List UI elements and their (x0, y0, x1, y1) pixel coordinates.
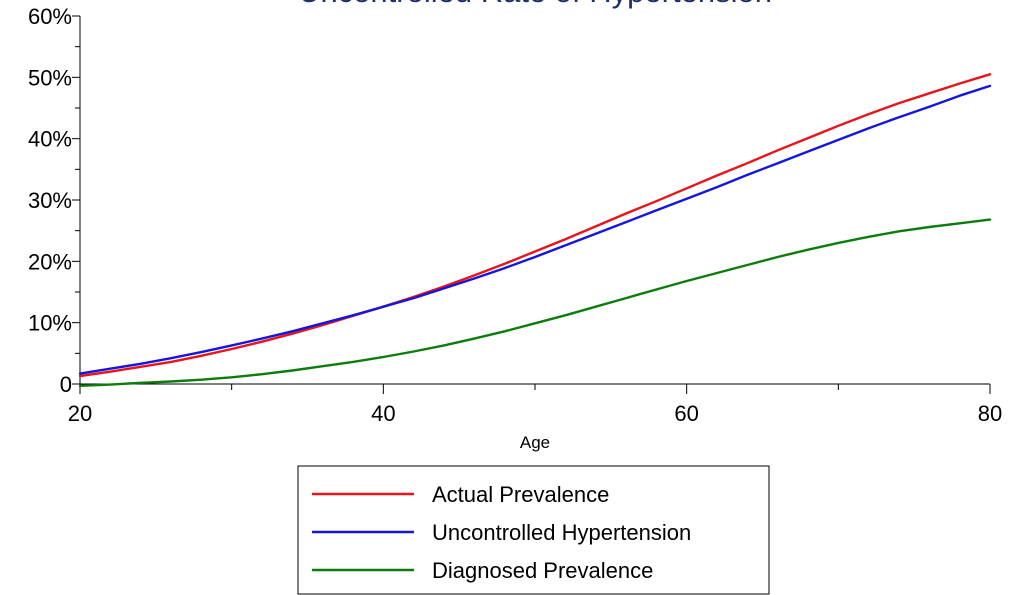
series-layer (78, 73, 992, 387)
legend-box (297, 465, 770, 595)
x-tick-label: 80 (978, 401, 1002, 426)
axes: 0 10% 20% 30% 40% 50% 60% 20 40 60 80 (28, 4, 1002, 426)
y-tick-label: 40% (28, 127, 72, 152)
series-line-2 (78, 84, 992, 375)
series-line-3 (78, 218, 992, 387)
legend: Actual Prevalence Uncontrolled Hypertensi… (297, 465, 770, 595)
y-tick-label: 0 (60, 372, 72, 397)
chart-title: Uncontrolled Rate of Hypertension (298, 0, 772, 9)
y-tick-label: 60% (28, 4, 72, 29)
x-tick-label: 60 (674, 401, 698, 426)
legend-label: Diagnosed Prevalence (432, 558, 653, 583)
legend-label: Actual Prevalence (432, 482, 609, 507)
y-tick-label: 20% (28, 249, 72, 274)
x-tick-label: 20 (68, 401, 92, 426)
y-tick-label: 50% (28, 65, 72, 90)
x-tick-label: 40 (371, 401, 395, 426)
legend-label: Uncontrolled Hypertension (432, 520, 691, 545)
series-line-1 (78, 73, 992, 378)
y-tick-label: 10% (28, 311, 72, 336)
x-axis-title: Age (520, 433, 550, 452)
y-tick-label: 30% (28, 188, 72, 213)
